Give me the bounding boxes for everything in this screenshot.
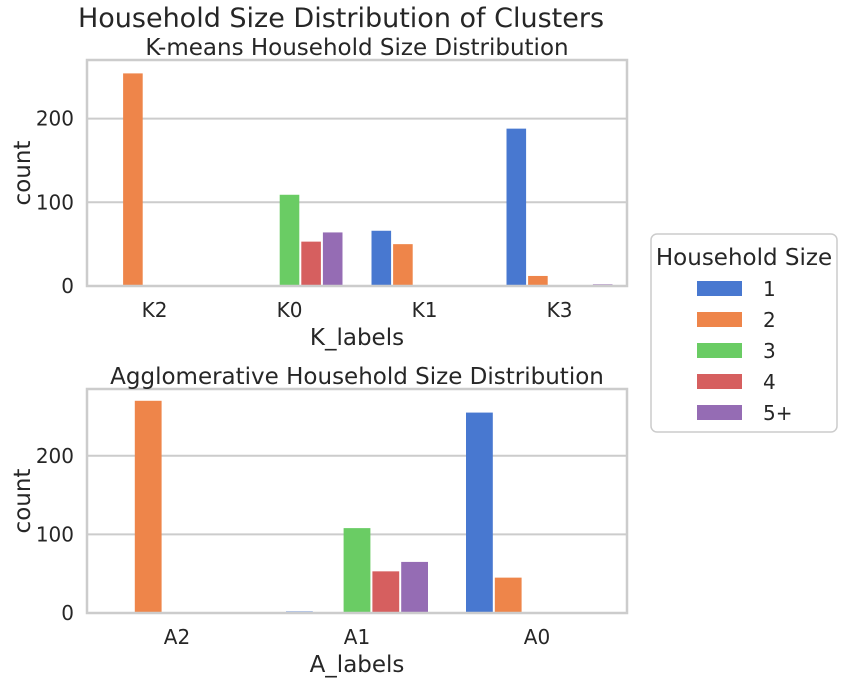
x-tick-label: A1 [344,625,370,649]
legend-label: 1 [763,277,776,301]
subplot-title: K-means Household Size Distribution [145,35,568,61]
y-axis-label: count [10,469,36,534]
legend: Household Size 1 2 3 4 5+ [650,233,838,433]
figure-title: Household Size Distribution of Clusters [78,3,604,34]
x-tick-label: A0 [524,625,550,649]
x-tick-label: A2 [164,625,190,649]
y-tick-label: 200 [36,444,74,468]
y-tick-label: 200 [36,107,74,131]
bar-k0-size-3 [279,194,300,286]
bar-a0-size-1 [466,412,493,613]
bar-a2-size-2 [134,400,162,613]
bar-a0-size-2 [494,577,522,613]
y-tick-label: 0 [61,601,74,625]
agglomerative-subplot: 0 100 200 A2 A1 A0 Agglomerative Household Siz… [10,364,629,678]
bar-k0-size-4 [301,241,321,286]
legend-swatch-4 [697,374,742,389]
subplot-title: Agglomerative Household Size Distributio… [110,364,604,390]
x-axis-label: A_labels [310,652,405,678]
legend-label: 4 [763,370,776,394]
bar-a1-size-4 [372,571,400,613]
x-tick-label: K3 [547,298,573,322]
x-tick-label: K2 [142,298,168,322]
bar-a1-size-3 [343,528,371,613]
axes-frame [85,387,629,615]
axes-frame [85,58,629,288]
y-axis-label: count [10,141,36,206]
bar-k0-size-5plus [322,232,343,286]
y-tick-label: 0 [61,274,74,298]
x-tick-label: K0 [277,298,303,322]
bar-k3-size-2 [528,275,548,286]
legend-swatch-1 [697,281,742,296]
y-tick-label: 100 [36,522,74,546]
x-axis-label: K_labels [310,325,404,351]
kmeans-subplot: 0 100 200 K2 K0 K1 K3 K-means Household Size Di… [10,35,629,351]
legend-swatch-3 [697,343,742,358]
x-tick-label: K1 [412,298,438,322]
bar-k1-size-2 [393,244,413,286]
legend-swatch-5plus [697,405,742,420]
legend-label: 3 [763,339,776,363]
legend-swatch-2 [697,312,742,327]
bar-k2-size-2 [123,73,143,286]
legend-title: Household Size [656,245,832,271]
bar-a1-size-5plus [401,561,428,613]
y-tick-label: 100 [36,190,74,214]
bar-k3-size-1 [506,128,527,286]
bar-k1-size-1 [371,230,392,286]
legend-label: 2 [763,308,776,332]
legend-label: 5+ [763,401,792,425]
